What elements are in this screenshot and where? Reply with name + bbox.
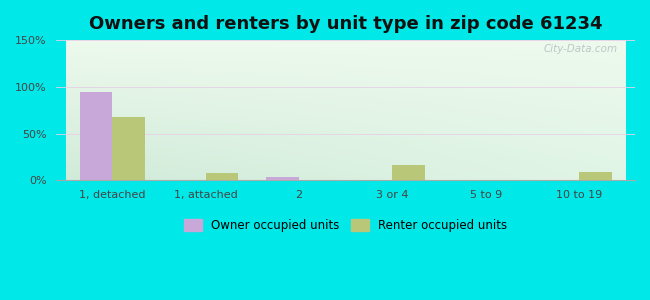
- Text: City-Data.com: City-Data.com: [543, 44, 618, 54]
- Bar: [579, 172, 612, 180]
- Bar: [205, 173, 239, 180]
- Bar: [80, 92, 112, 180]
- Bar: [112, 117, 145, 180]
- Bar: [393, 166, 425, 180]
- Bar: [266, 177, 299, 180]
- Legend: Owner occupied units, Renter occupied units: Owner occupied units, Renter occupied un…: [179, 214, 512, 237]
- Title: Owners and renters by unit type in zip code 61234: Owners and renters by unit type in zip c…: [89, 15, 603, 33]
